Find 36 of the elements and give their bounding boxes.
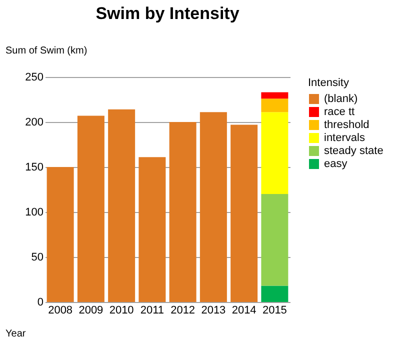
bar [261, 112, 288, 194]
bar [77, 116, 104, 302]
legend-label: (blank) [324, 93, 358, 105]
legend-title: Intensity [308, 77, 350, 89]
x-tick-label: 2009 [78, 304, 104, 316]
y-tick-label: 250 [25, 72, 44, 84]
bar [169, 122, 196, 302]
chart-title: Swim by Intensity [96, 4, 240, 23]
y-tick-label: 0 [37, 296, 44, 308]
x-axis-title: Year [6, 328, 26, 340]
x-tick-label: 2010 [109, 304, 134, 316]
x-tick-label: 2015 [262, 304, 287, 316]
legend-label: intervals [324, 132, 366, 144]
legend-label: threshold [324, 119, 370, 131]
bar [261, 92, 288, 99]
x-tick-label: 2013 [201, 304, 226, 316]
legend-label: steady state [324, 145, 384, 157]
x-tick-label: 2011 [140, 304, 164, 316]
y-tick-label: 200 [25, 116, 44, 128]
y-tick-label: 150 [25, 162, 44, 174]
bar [230, 124, 258, 302]
bar [261, 286, 288, 302]
bar [138, 157, 166, 302]
y-tick-label: 100 [25, 206, 44, 218]
bar [108, 109, 136, 302]
x-tick-label: 2012 [170, 304, 196, 316]
x-tick-label: 2014 [232, 304, 256, 316]
bar [261, 194, 288, 286]
bar [261, 98, 288, 112]
y-tick-label: 50 [31, 252, 44, 264]
y-axis-title: Sum of Swim (km) [6, 46, 88, 56]
x-tick-label: 2008 [48, 304, 73, 316]
bar [200, 112, 227, 302]
bar [46, 167, 74, 302]
legend-label: easy [324, 158, 348, 170]
legend-label: race tt [324, 106, 355, 118]
